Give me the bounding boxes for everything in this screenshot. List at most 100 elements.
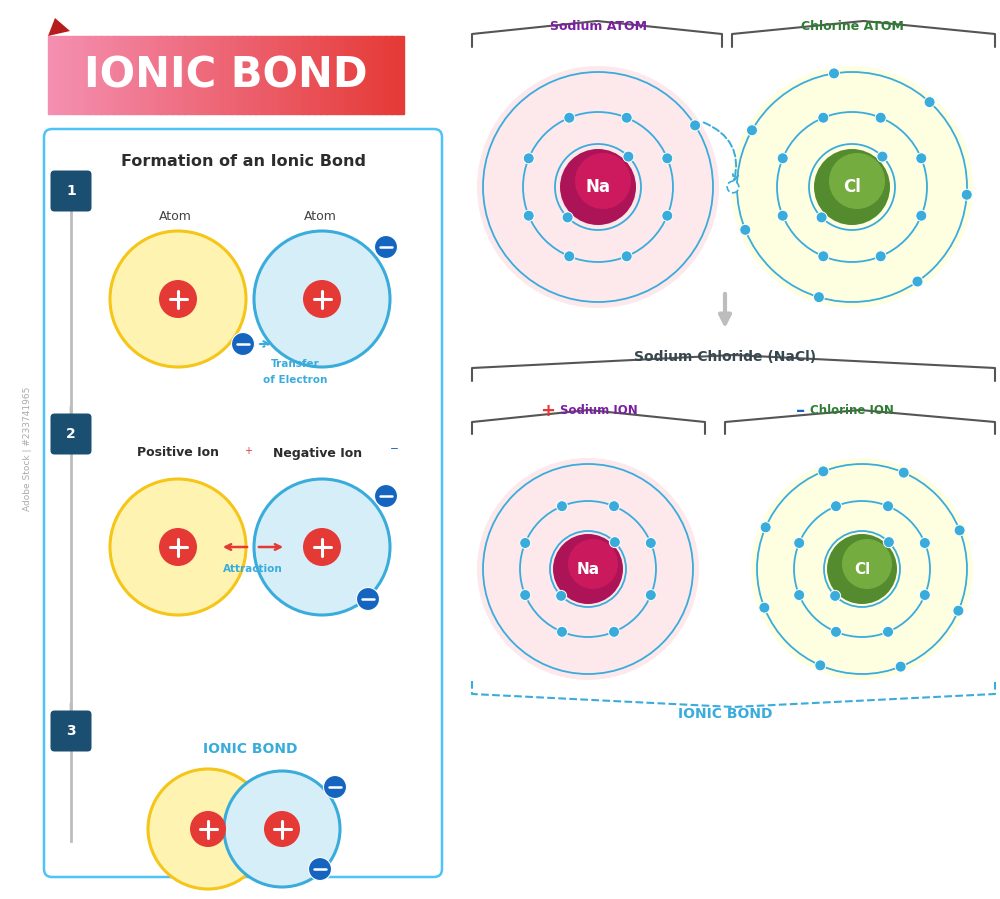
Circle shape [356,588,380,610]
Bar [131,36,137,114]
Text: +: + [540,402,555,420]
Text: IONIC BOND: IONIC BOND [678,707,772,721]
Circle shape [662,210,673,221]
Circle shape [740,225,751,236]
Circle shape [374,236,398,259]
Circle shape [520,590,531,601]
Text: Negative Ion: Negative Ion [273,447,363,459]
Circle shape [794,590,805,601]
Text: IONIC BOND: IONIC BOND [84,54,367,96]
Bar [338,36,344,114]
Bar [249,36,256,114]
Text: –: – [796,402,805,420]
Bar [231,36,238,114]
Bar [302,36,309,114]
Circle shape [562,212,573,223]
Circle shape [751,458,973,680]
Circle shape [609,537,620,547]
Circle shape [898,467,909,478]
Text: Attraction: Attraction [223,564,283,574]
Bar [48,36,54,114]
Circle shape [818,251,829,262]
Bar [160,36,167,114]
Bar [101,36,108,114]
Text: $^-$: $^-$ [387,446,399,460]
Circle shape [621,251,632,262]
Circle shape [477,458,699,680]
Text: Na: Na [576,562,600,576]
Circle shape [159,280,197,318]
Circle shape [564,251,575,262]
Circle shape [303,528,341,566]
Bar [320,36,327,114]
Text: Sodium ATOM: Sodium ATOM [550,21,646,33]
Bar [261,36,267,114]
Bar [172,36,179,114]
Circle shape [374,485,398,508]
Circle shape [883,537,894,547]
Bar [137,36,143,114]
Text: Sodium Chloride (NaCl): Sodium Chloride (NaCl) [634,350,816,364]
Circle shape [830,501,841,512]
Bar [397,36,404,114]
Bar [344,36,350,114]
Text: 1: 1 [66,184,76,198]
Circle shape [875,112,886,123]
Circle shape [883,627,894,637]
Bar [362,36,368,114]
Bar [154,36,161,114]
Bar [166,36,173,114]
Circle shape [190,811,226,847]
Circle shape [575,153,631,209]
Bar [391,36,398,114]
Bar [273,36,279,114]
Bar [60,36,66,114]
Circle shape [523,153,534,164]
Circle shape [477,66,719,308]
Circle shape [813,291,824,303]
Circle shape [556,627,567,637]
Text: Cl: Cl [843,178,861,196]
Bar [285,36,291,114]
Bar [279,36,285,114]
Bar [237,36,244,114]
Circle shape [916,210,927,221]
Bar [143,36,149,114]
FancyBboxPatch shape [50,710,91,752]
Circle shape [818,112,829,123]
Bar [291,36,297,114]
Circle shape [556,501,567,512]
Circle shape [727,182,739,192]
Bar [385,36,392,114]
Bar [255,36,261,114]
Circle shape [875,251,886,262]
Text: Atom: Atom [304,210,336,224]
Text: Atom: Atom [159,210,191,224]
Bar [214,36,220,114]
Circle shape [829,68,840,79]
Bar [226,36,232,114]
Text: Transfer: Transfer [271,359,319,369]
Circle shape [520,538,531,548]
Circle shape [883,501,894,512]
Text: Na: Na [586,178,610,196]
Circle shape [232,333,255,355]
Bar [178,36,185,114]
Circle shape [662,153,673,164]
Bar [89,36,96,114]
Circle shape [777,210,788,221]
Bar [149,36,155,114]
Circle shape [159,528,197,566]
Circle shape [794,538,805,548]
Circle shape [148,769,268,889]
Circle shape [816,212,827,223]
Circle shape [609,627,620,637]
Bar [332,36,338,114]
Circle shape [842,539,892,589]
Bar [373,36,380,114]
Circle shape [912,276,923,287]
Text: $^+$: $^+$ [242,446,253,460]
Text: Cl: Cl [854,562,870,576]
FancyBboxPatch shape [44,129,442,877]
Circle shape [814,149,890,225]
